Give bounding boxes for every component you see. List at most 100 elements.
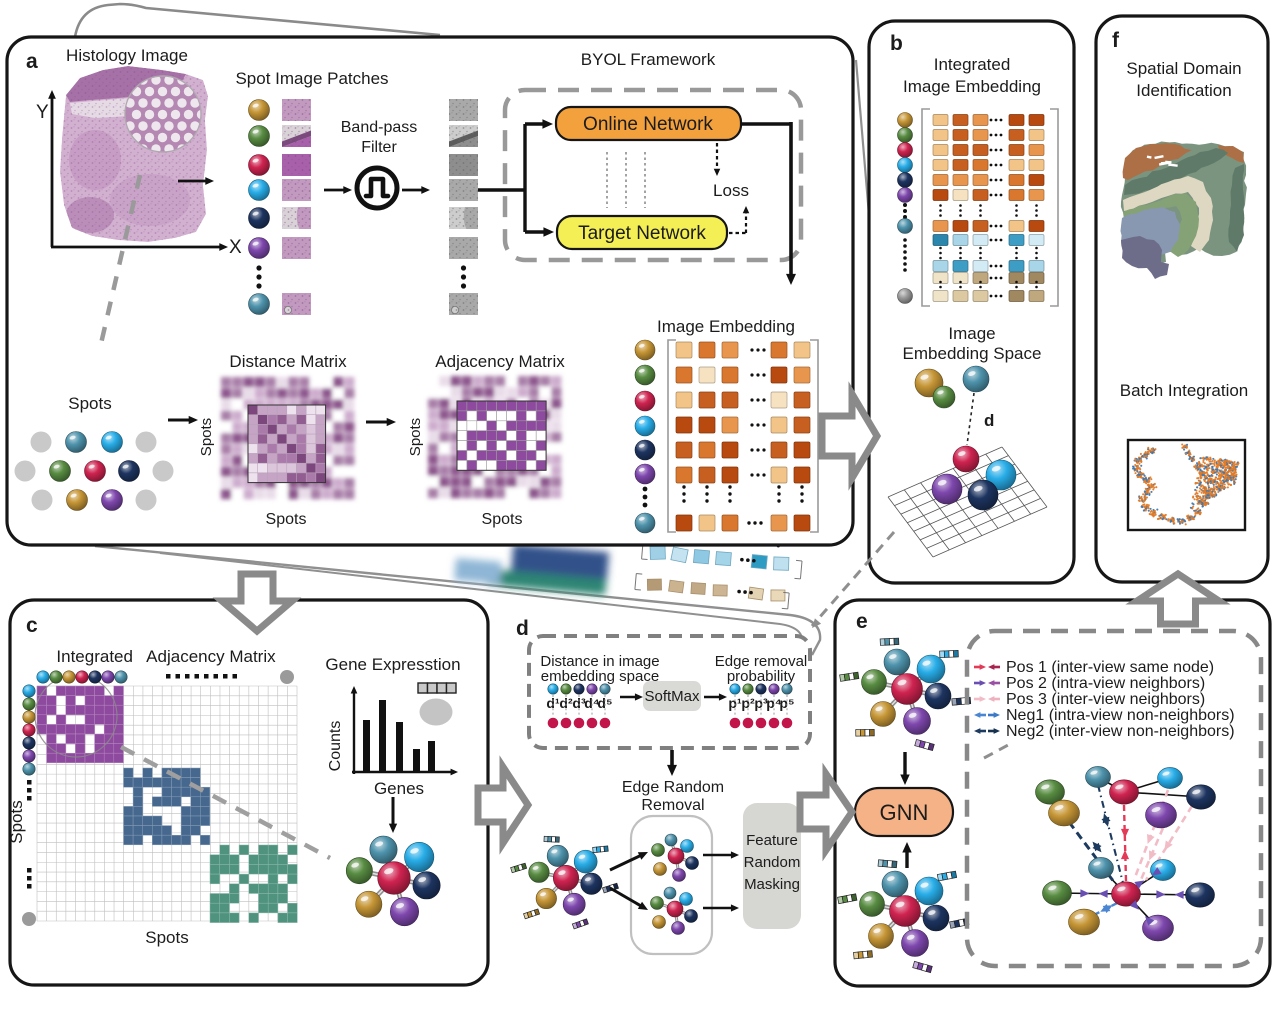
byol-framework: BYOL Framework Online Network Target Net…	[478, 50, 804, 285]
molecule	[510, 835, 619, 930]
patch	[449, 237, 478, 259]
byol-title: BYOL Framework	[581, 50, 716, 69]
genes-axis-label: Genes	[374, 779, 424, 798]
patch	[449, 293, 478, 315]
adjacency-matrix-title: Adjacency Matrix	[435, 352, 565, 371]
edge-removal-prob-line1: Edge removal	[715, 653, 808, 670]
integrated-embedding-title-line2: Image Embedding	[903, 77, 1041, 96]
spatial-domain-map	[1120, 141, 1247, 279]
distance-in-image-line2: embedding space	[541, 668, 659, 685]
byol-dashed-box	[502, 87, 804, 263]
flow-overlay	[212, 381, 1231, 862]
background-sheet-outlines	[73, 2, 871, 656]
patch	[282, 293, 311, 315]
augmented-view-molecules	[837, 637, 972, 974]
distance-matrix-title: Distance Matrix	[229, 352, 347, 371]
bandpass-label-line2: Filter	[361, 139, 397, 156]
histology-title: Histology Image	[66, 46, 188, 65]
p3-label: p³	[754, 695, 768, 711]
patch	[449, 125, 478, 147]
spots-axis-bottom: Spots	[145, 928, 188, 947]
integrated-embedding-matrix	[897, 108, 1059, 307]
patch	[282, 207, 311, 229]
panel-d-label: d	[516, 617, 529, 640]
graph-augmentation	[510, 833, 739, 935]
contrastive-legend: Pos 1 (inter-view same node) Pos 2 (intr…	[974, 659, 1235, 740]
augmented-molecule	[650, 886, 698, 935]
axis-x-label: X	[229, 237, 242, 258]
patch	[449, 99, 478, 121]
gene-expression-chart: Gene Expresstion Counts Genes	[325, 655, 461, 833]
distance-axis-bottom: Spots	[266, 511, 307, 528]
background-sheet-rows	[634, 524, 803, 610]
xy-axes: Y X	[36, 90, 242, 258]
panel-c-label: c	[26, 614, 38, 637]
softmax-box	[643, 681, 701, 711]
panel-f-label: f	[1112, 29, 1120, 52]
feature-masking-line3: Masking	[744, 876, 800, 893]
histology-image	[60, 66, 214, 349]
integrated-embedding-title-line1: Integrated	[934, 55, 1011, 74]
d2-label: d²	[559, 695, 573, 711]
contrastive-dashed-box	[964, 628, 1264, 969]
image-embedding: Image Embedding	[634, 317, 819, 534]
target-network-box	[555, 214, 729, 251]
panel-d: d Distance in image embedding space d¹ d…	[510, 617, 812, 956]
gene-expression-title: Gene Expresstion	[325, 655, 460, 674]
feature-masking-line1: Feature	[746, 832, 798, 849]
legend-pos1: Pos 1 (inter-view same node)	[1006, 659, 1214, 676]
edge-random-removal-line1: Edge Random	[622, 779, 724, 796]
softmax-label: SoftMax	[644, 688, 700, 705]
batch-integration-scatter	[1131, 443, 1240, 526]
axis-y-label: Y	[36, 102, 49, 123]
target-network-label: Target Network	[578, 223, 706, 244]
spatial-domain-title-line1: Spatial Domain	[1126, 59, 1241, 78]
lens-spots	[125, 76, 201, 152]
spots-cluster: Spots	[14, 394, 396, 511]
integrated-adjacency-matrix-graphic	[22, 670, 332, 926]
patch	[282, 125, 311, 147]
magnifier-lens	[124, 75, 202, 153]
spots-axis-left: Spots	[7, 800, 26, 843]
distance-in-image-line1: Distance in image	[540, 653, 659, 670]
byol-connectors	[478, 119, 796, 285]
embedding-space-title-line2: Embedding Space	[903, 344, 1042, 363]
adjacency-axis-bottom: Spots	[482, 511, 523, 528]
panel-e: e GNN Pos 1 (inter-view same node) Pos 2…	[833, 598, 1272, 988]
edge-removal-prob-line2: probability	[727, 668, 796, 685]
d4-label: d⁴	[584, 695, 600, 711]
distance-matrix: Distance Matrix Spots Spots	[198, 352, 355, 528]
gnn-label: GNN	[880, 800, 929, 825]
panel-e-label: e	[856, 610, 868, 633]
p2-label: p²	[741, 695, 755, 711]
spots-cluster-title: Spots	[68, 394, 111, 413]
distance-d-label: d	[984, 411, 994, 430]
panel-a-label: a	[26, 50, 38, 73]
patch	[449, 207, 478, 229]
patch	[282, 237, 311, 259]
patch	[282, 154, 311, 176]
bandpass-icon	[354, 165, 400, 211]
panel-c: c Integrated Adjacency Matrix Spots Spot…	[7, 598, 490, 987]
panel-a: a Histology Image Y X Spot Image Patches…	[5, 35, 855, 547]
legend-pos2: Pos 2 (intra-view neighbors)	[1006, 675, 1205, 692]
p1-label: p¹	[728, 695, 742, 711]
spot-graph-molecule	[345, 835, 441, 927]
embedding-space-title-line1: Image	[948, 324, 995, 343]
legend-neg1: Neg1 (intra-view non-neighbors)	[1006, 707, 1235, 724]
augmented-molecule	[651, 833, 699, 882]
bandpass-label-line1: Band-pass	[341, 119, 418, 136]
bandpass-filter: Band-pass Filter	[341, 119, 418, 211]
panel-b: b Integrated Image Embedding Image Embed…	[867, 19, 1076, 585]
feature-masking-line2: Random	[744, 854, 801, 871]
adjacency-matrix: Adjacency Matrix Spots Spots	[407, 352, 565, 528]
loss-label: Loss	[713, 181, 749, 200]
spatial-domain-title-line2: Identification	[1136, 81, 1231, 100]
counts-axis-label: Counts	[327, 721, 344, 772]
panel-d-flow-arrows	[620, 693, 727, 776]
d3-label: d³	[572, 695, 586, 711]
panel-f: f Spatial Domain Identification Batch In…	[1094, 14, 1270, 584]
embedding-space-plot	[887, 365, 1048, 558]
